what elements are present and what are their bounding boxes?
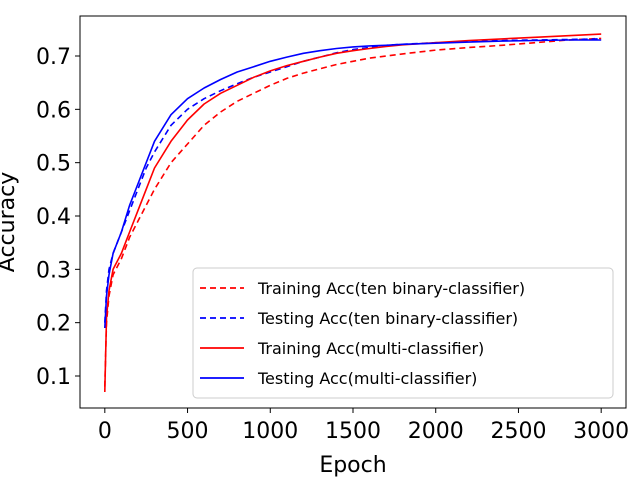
x-axis-ticks: 0 500 1000 1500 2000 2500 3000 (98, 408, 629, 444)
legend-label-2: Testing Acc(ten binary-classifier) (257, 309, 518, 328)
y-tick-label: 0.3 (36, 258, 71, 283)
legend-label-1: Training Acc(ten binary-classifier) (257, 279, 525, 298)
legend-box (192, 267, 614, 399)
x-tick-label: 2500 (490, 419, 546, 444)
series-line-1 (104, 37, 602, 387)
legend: Training Acc(ten binary-classifier) Testi… (192, 267, 614, 399)
y-tick-label: 0.2 (36, 312, 71, 337)
y-tick-label: 0.1 (36, 365, 71, 390)
y-tick-label: 0.5 (36, 152, 71, 177)
legend-items: Training Acc(ten binary-classifier) Testi… (200, 279, 525, 388)
x-tick-label: 1500 (325, 419, 381, 444)
series-line-2 (104, 38, 602, 323)
x-tick-label: 2000 (408, 419, 464, 444)
y-axis-label: Accuracy (0, 172, 20, 272)
legend-label-3: Training Acc(multi-classifier) (257, 339, 484, 358)
legend-label-4: Testing Acc(multi-classifier) (257, 369, 477, 388)
x-tick-label: 3000 (573, 419, 629, 444)
x-axis-label: Epoch (319, 453, 386, 478)
y-axis-ticks: 0.1 0.2 0.3 0.4 0.5 0.6 0.7 (36, 45, 80, 390)
x-tick-label: 1000 (242, 419, 298, 444)
x-tick-label: 500 (167, 419, 209, 444)
series-line-4 (104, 39, 602, 329)
series-layer (104, 33, 602, 393)
x-tick-label: 0 (98, 419, 112, 444)
y-tick-label: 0.7 (36, 45, 71, 70)
y-tick-label: 0.4 (36, 205, 71, 230)
y-tick-label: 0.6 (36, 98, 71, 123)
